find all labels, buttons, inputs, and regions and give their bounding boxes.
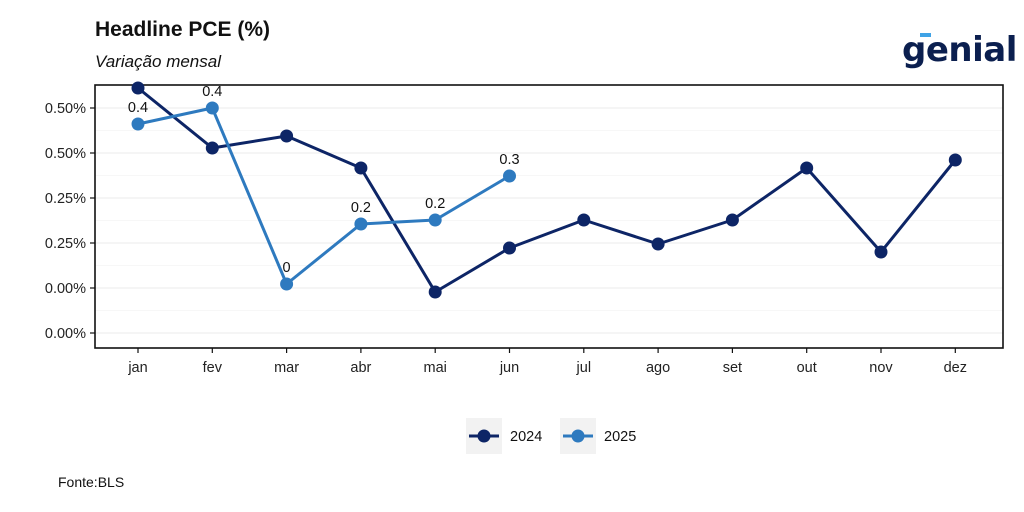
- x-tick-label: mai: [424, 360, 447, 376]
- source-note: Fonte:BLS: [58, 474, 125, 490]
- data-labels: 0.4 0.4 0 0.2 0.2 0.3: [128, 84, 520, 276]
- data-point-2024: [205, 141, 219, 155]
- y-tick-label: 0.25%: [45, 191, 86, 207]
- x-tick-label: ago: [646, 360, 670, 376]
- series-line-2025: [137, 106, 511, 286]
- data-label-2025: 0.3: [499, 152, 519, 168]
- data-point-2024: [800, 161, 814, 175]
- x-tick-label: mar: [274, 360, 299, 376]
- y-axis: 0.50% 0.50% 0.25% 0.25% 0.00% 0.00%: [45, 101, 95, 342]
- y-tick-label: 0.50%: [45, 101, 86, 117]
- x-tick-label: jan: [127, 360, 147, 376]
- data-point-2024: [577, 213, 591, 227]
- legend-key-point: [477, 429, 491, 443]
- x-tick-label: out: [797, 360, 817, 376]
- data-point-2024: [651, 237, 665, 251]
- grid-lines: [95, 107, 1003, 334]
- y-tick-label: 0.00%: [45, 281, 86, 297]
- data-point-2024: [503, 241, 516, 255]
- data-label-2025: 0.4: [202, 84, 222, 100]
- chart-title: Headline PCE (%): [95, 18, 271, 41]
- x-tick-label: nov: [869, 360, 893, 376]
- legend-key-point: [571, 429, 585, 443]
- legend-label-2025: 2025: [604, 429, 636, 445]
- data-label-2025: 0.2: [425, 196, 445, 212]
- data-point-2025: [503, 169, 516, 183]
- data-label-2025: 0: [283, 260, 291, 276]
- legend-label-2024: 2024: [510, 429, 542, 445]
- chart-subtitle: Variação mensal: [95, 52, 221, 71]
- x-tick-label: jul: [576, 360, 592, 376]
- x-tick-label: dez: [944, 360, 967, 376]
- x-axis: jan fev mar abr mai jun jul ago set out nov dez: [127, 348, 967, 376]
- legend: 2024 2025: [466, 418, 636, 454]
- data-point-2024: [280, 129, 294, 143]
- data-point-2024: [874, 245, 888, 259]
- data-point-2024: [725, 213, 739, 227]
- y-tick-label: 0.50%: [45, 146, 86, 162]
- logo-accent-icon: [920, 33, 931, 37]
- data-label-2025: 0.2: [351, 200, 371, 216]
- y-tick-label: 0.25%: [45, 236, 86, 252]
- data-point-2024: [948, 153, 962, 167]
- data-label-2025: 0.4: [128, 100, 148, 116]
- x-tick-label: fev: [203, 360, 223, 376]
- data-point-2024: [428, 285, 442, 299]
- x-tick-label: abr: [350, 360, 371, 376]
- data-point-2024: [131, 81, 145, 95]
- y-tick-label: 0.00%: [45, 326, 86, 342]
- plot-border: [94, 84, 1004, 349]
- data-point-2025: [354, 217, 368, 231]
- series-lines: [131, 81, 962, 299]
- x-tick-label: set: [723, 360, 742, 376]
- x-tick-label: jun: [499, 360, 519, 376]
- data-point-2025: [280, 277, 294, 291]
- data-point-2025: [205, 101, 219, 115]
- data-point-2025: [428, 213, 442, 227]
- data-point-2025: [131, 117, 145, 131]
- data-point-2024: [354, 161, 368, 175]
- series-line-2024: [137, 86, 957, 294]
